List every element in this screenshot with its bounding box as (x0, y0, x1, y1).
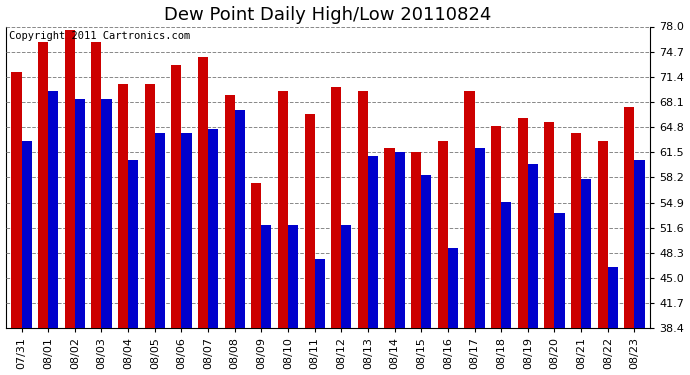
Bar (491, 126, 501, 328)
Bar (21, 141, 32, 328)
Bar (315, 259, 325, 328)
Bar (262, 225, 271, 328)
Bar (38, 42, 48, 328)
Bar (48, 91, 59, 328)
Bar (448, 248, 458, 328)
Bar (225, 95, 235, 328)
Bar (608, 267, 618, 328)
Bar (634, 160, 644, 328)
Bar (91, 42, 101, 328)
Bar (304, 114, 315, 328)
Title: Dew Point Daily High/Low 20110824: Dew Point Daily High/Low 20110824 (164, 6, 492, 24)
Bar (358, 91, 368, 328)
Bar (581, 179, 591, 328)
Bar (198, 57, 208, 328)
Bar (342, 225, 351, 328)
Bar (128, 160, 138, 328)
Bar (145, 84, 155, 328)
Bar (464, 91, 475, 328)
Bar (555, 213, 564, 328)
Bar (475, 148, 484, 328)
Bar (384, 148, 395, 328)
Text: Copyright 2011 Cartronics.com: Copyright 2011 Cartronics.com (9, 31, 190, 41)
Bar (171, 64, 181, 328)
Bar (411, 152, 422, 328)
Bar (208, 129, 218, 328)
Bar (395, 152, 405, 328)
Bar (368, 156, 378, 328)
Bar (422, 175, 431, 328)
Bar (118, 84, 128, 328)
Bar (598, 141, 608, 328)
Bar (331, 87, 342, 328)
Bar (181, 133, 192, 328)
Bar (12, 72, 21, 328)
Bar (75, 99, 85, 328)
Bar (437, 141, 448, 328)
Bar (65, 30, 75, 328)
Bar (101, 99, 112, 328)
Bar (155, 133, 165, 328)
Bar (235, 110, 245, 328)
Bar (288, 225, 298, 328)
Bar (571, 133, 581, 328)
Bar (518, 118, 528, 328)
Bar (278, 91, 288, 328)
Bar (624, 106, 634, 328)
Bar (544, 122, 555, 328)
Bar (501, 202, 511, 328)
Bar (528, 164, 538, 328)
Bar (251, 183, 262, 328)
